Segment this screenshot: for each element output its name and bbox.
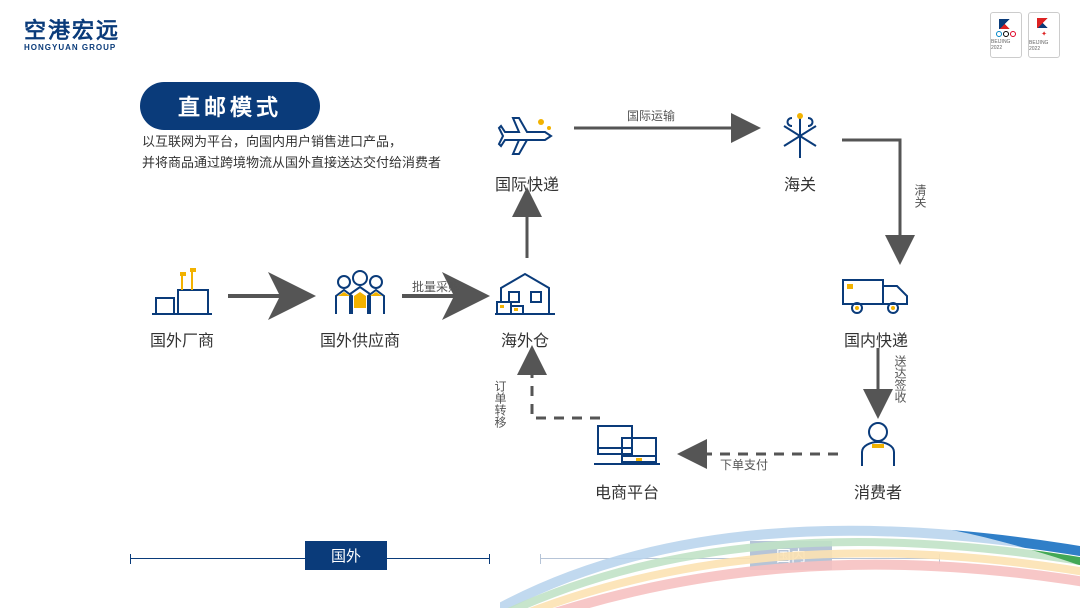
edge-orderfwd-label: 订单转移 xyxy=(492,380,509,428)
factory-icon xyxy=(152,268,212,318)
truck-icon xyxy=(840,268,912,318)
node-express-dom-label: 国内快递 xyxy=(840,327,912,351)
node-warehouse-label: 海外仓 xyxy=(495,327,555,351)
customs-icon xyxy=(770,112,830,162)
node-factory: 国外厂商 xyxy=(150,268,214,351)
node-supplier-label: 国外供应商 xyxy=(320,327,400,351)
node-factory-label: 国外厂商 xyxy=(150,327,214,351)
plane-icon xyxy=(497,112,557,162)
edge-intlship-label: 国际运输 xyxy=(627,107,675,124)
zone-domestic-tag: 国内 xyxy=(750,541,832,570)
zone-domestic-bar xyxy=(540,558,940,560)
node-ecom-label: 电商平台 xyxy=(592,479,662,503)
node-ecom: 电商平台 xyxy=(592,420,662,503)
node-consumer: 消费者 xyxy=(848,420,908,503)
warehouse-icon xyxy=(495,268,555,318)
node-express-intl: 国际快递 xyxy=(495,112,559,195)
node-consumer-label: 消费者 xyxy=(848,479,908,503)
node-supplier: 国外供应商 xyxy=(320,268,400,351)
ecom-icon xyxy=(592,420,662,470)
edge-bulk-label: 批量采购 xyxy=(412,278,460,295)
node-warehouse: 海外仓 xyxy=(495,268,555,351)
node-customs: 海关 xyxy=(770,112,830,195)
node-express-intl-label: 国际快递 xyxy=(495,171,559,195)
node-customs-label: 海关 xyxy=(770,171,830,195)
zone-abroad-tag: 国外 xyxy=(305,541,387,570)
consumer-icon xyxy=(848,420,908,470)
edge-orderpay-label: 下单支付 xyxy=(720,456,768,473)
supplier-icon xyxy=(330,268,390,318)
edge-deliver-label: 送达签收 xyxy=(892,355,909,403)
node-express-dom: 国内快递 xyxy=(840,268,912,351)
edge-clearance-label: 清关 xyxy=(912,184,929,208)
